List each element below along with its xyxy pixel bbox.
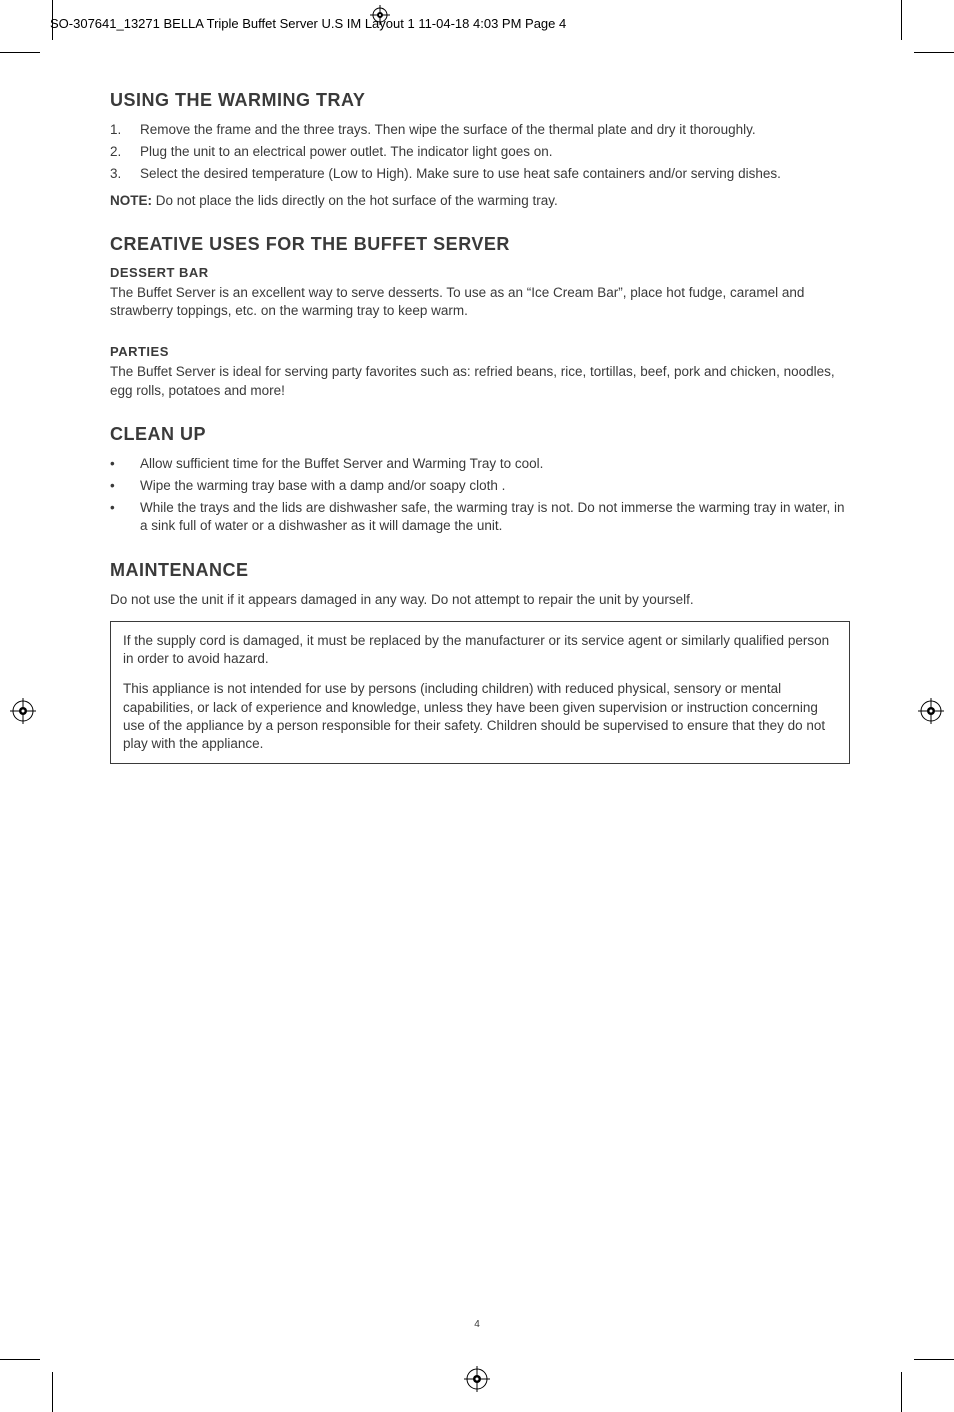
list-text: Remove the frame and the three trays. Th…: [140, 122, 756, 137]
heading-clean-up: CLEAN UP: [110, 424, 850, 445]
note-label: NOTE:: [110, 193, 152, 208]
section-clean-up: CLEAN UP Allow sufficient time for the B…: [110, 424, 850, 536]
warming-tray-steps: 1. Remove the frame and the three trays. …: [110, 121, 850, 184]
list-item: 3. Select the desired temperature (Low to…: [110, 165, 850, 183]
list-item: 1. Remove the frame and the three trays. …: [110, 121, 850, 139]
page-content: USING THE WARMING TRAY 1. Remove the fram…: [110, 90, 850, 764]
crop-mark: [901, 1372, 902, 1412]
paragraph-parties: The Buffet Server is ideal for serving p…: [110, 363, 850, 399]
list-number: 2.: [110, 143, 121, 161]
warning-persons: This appliance is not intended for use b…: [123, 680, 837, 753]
warning-cord: If the supply cord is damaged, it must b…: [123, 632, 837, 668]
page-number: 4: [0, 1319, 954, 1330]
list-text: Select the desired temperature (Low to H…: [140, 166, 781, 181]
crop-mark: [0, 1359, 40, 1360]
list-number: 3.: [110, 165, 121, 183]
section-warming-tray: USING THE WARMING TRAY 1. Remove the fram…: [110, 90, 850, 210]
heading-maintenance: MAINTENANCE: [110, 560, 850, 581]
note-body: Do not place the lids directly on the ho…: [152, 193, 558, 208]
crop-mark: [52, 1372, 53, 1412]
list-item: Wipe the warming tray base with a damp a…: [110, 477, 850, 495]
registration-mark-icon: [10, 698, 36, 724]
crop-mark: [914, 52, 954, 53]
warning-box: If the supply cord is damaged, it must b…: [110, 621, 850, 764]
list-item: While the trays and the lids are dishwas…: [110, 499, 850, 535]
note-text: NOTE: Do not place the lids directly on …: [110, 192, 850, 210]
registration-mark-icon: [918, 698, 944, 724]
crop-mark: [0, 52, 40, 53]
subheading-parties: PARTIES: [110, 344, 850, 359]
list-item: Allow sufficient time for the Buffet Ser…: [110, 455, 850, 473]
list-number: 1.: [110, 121, 121, 139]
print-header: SO-307641_13271 BELLA Triple Buffet Serv…: [50, 16, 566, 31]
list-item: 2. Plug the unit to an electrical power o…: [110, 143, 850, 161]
section-creative-uses: CREATIVE USES FOR THE BUFFET SERVER DESS…: [110, 234, 850, 400]
paragraph-dessert-bar: The Buffet Server is an excellent way to…: [110, 284, 850, 320]
section-maintenance: MAINTENANCE Do not use the unit if it ap…: [110, 560, 850, 609]
paragraph-maintenance: Do not use the unit if it appears damage…: [110, 591, 850, 609]
list-text: Plug the unit to an electrical power out…: [140, 144, 553, 159]
subheading-dessert-bar: DESSERT BAR: [110, 265, 850, 280]
crop-mark: [914, 1359, 954, 1360]
registration-mark-icon: [464, 1366, 490, 1392]
heading-warming-tray: USING THE WARMING TRAY: [110, 90, 850, 111]
crop-mark: [901, 0, 902, 40]
heading-creative-uses: CREATIVE USES FOR THE BUFFET SERVER: [110, 234, 850, 255]
clean-up-list: Allow sufficient time for the Buffet Ser…: [110, 455, 850, 536]
